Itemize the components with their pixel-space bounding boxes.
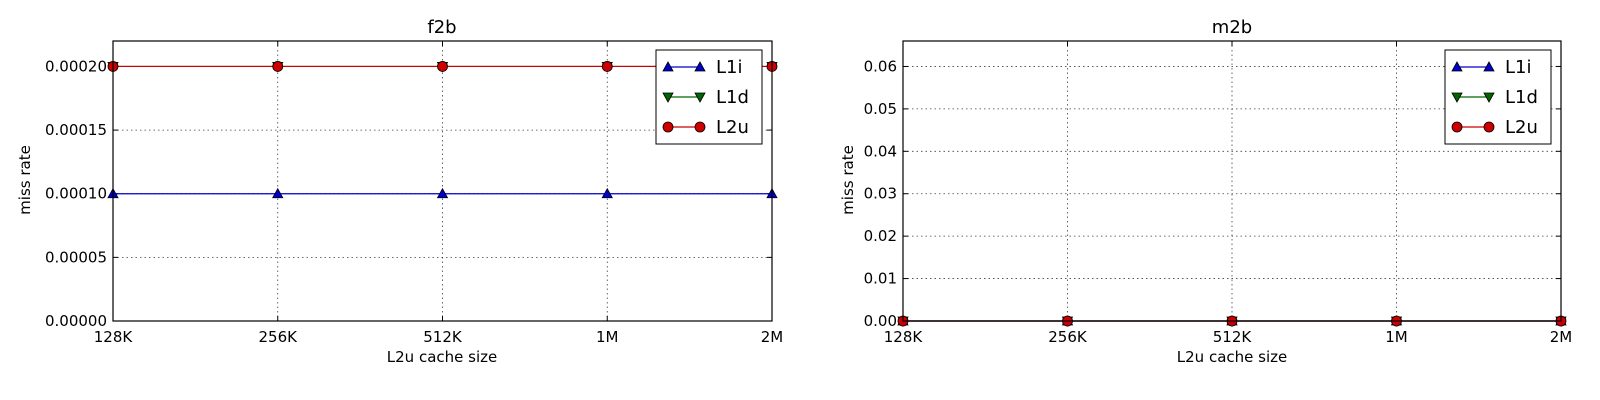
legend-marker-L1d <box>1451 92 1463 103</box>
x-tick-label: 128K <box>884 328 924 346</box>
legend-marker-L1d <box>694 92 706 103</box>
legend-label: L2u <box>716 117 749 138</box>
y-tick-label: 0.00005 <box>45 248 107 266</box>
x-tick-label: 256K <box>259 328 299 346</box>
data-point-L2u <box>272 61 284 72</box>
data-point-L1i <box>601 187 613 199</box>
legend-label: L1d <box>716 87 749 108</box>
data-point-L1i <box>436 187 449 199</box>
y-tick-label: 0.00 <box>864 312 897 330</box>
y-tick-label: 0.01 <box>864 270 897 288</box>
y-tick-label: 0.00010 <box>45 185 107 203</box>
legend-marker-L2u <box>1451 121 1463 133</box>
legend-marker-L2u <box>694 121 706 133</box>
legend-marker-L1i <box>1483 61 1495 72</box>
y-tick-label: 0.05 <box>864 100 897 118</box>
legend-marker-L1d <box>1483 92 1495 103</box>
legend-marker-L1i <box>694 61 706 72</box>
data-point-L1i <box>272 187 284 199</box>
x-axis-label: L2u cache size <box>1177 348 1287 366</box>
x-axis-label: L2u cache size <box>387 348 497 366</box>
y-tick-label: 0.06 <box>864 57 897 75</box>
y-axis-label: miss rate <box>839 145 857 215</box>
x-tick-label: 1M <box>596 328 619 346</box>
data-point-L2u <box>601 61 613 72</box>
chart-f2b: f2b L2u cache size miss rate 128K 256K 512… <box>16 17 783 366</box>
data-point-L2u <box>437 61 448 72</box>
legend-marker-L1i <box>1451 61 1463 72</box>
plot-frame <box>112 40 773 322</box>
y-tick-label: 0.03 <box>864 185 897 203</box>
plot-area: 128K 256K 512K 1M 2M 0.00 0.01 0.02 0.03 0.04 0.05… <box>864 40 1573 346</box>
y-tick-label: 0.02 <box>864 227 897 245</box>
chart-m2b: m2b L2u cache size miss rate 128K 256K 512… <box>839 17 1572 366</box>
legend: L1i L1d L2u <box>655 49 763 145</box>
y-axis-label: miss rate <box>16 145 34 215</box>
x-tick-label: 128K <box>94 328 134 346</box>
legend-marker-L2u <box>1483 121 1495 133</box>
x-tick-label: 2M <box>1550 328 1573 346</box>
legend-label: L1i <box>1505 57 1531 78</box>
x-tick-label: 256K <box>1048 328 1088 346</box>
plot-frame <box>902 40 1562 322</box>
legend: L1i L1d L2u <box>1444 49 1552 145</box>
legend-label: L1i <box>716 57 742 78</box>
legend-label: L1d <box>1505 87 1538 108</box>
x-tick-label: 512K <box>1213 328 1253 346</box>
legend-label: L2u <box>1505 117 1538 138</box>
y-tick-label: 0.00000 <box>45 312 107 330</box>
y-tick-label: 0.00015 <box>45 121 107 139</box>
x-tick-label: 512K <box>423 328 463 346</box>
y-tick-label: 0.00020 <box>45 57 107 75</box>
legend-marker-L2u <box>662 121 674 133</box>
y-tick-label: 0.04 <box>864 142 897 160</box>
x-tick-label: 1M <box>1385 328 1408 346</box>
legend-marker-L1i <box>662 61 674 72</box>
plot-area: 128K 256K 512K 1M 2M 0.00000 0.00005 0.00010 0.0… <box>45 40 784 346</box>
chart-title: m2b <box>1212 17 1252 38</box>
legend-marker-L1d <box>662 92 674 103</box>
x-tick-label: 2M <box>761 328 784 346</box>
chart-title: f2b <box>427 17 456 38</box>
